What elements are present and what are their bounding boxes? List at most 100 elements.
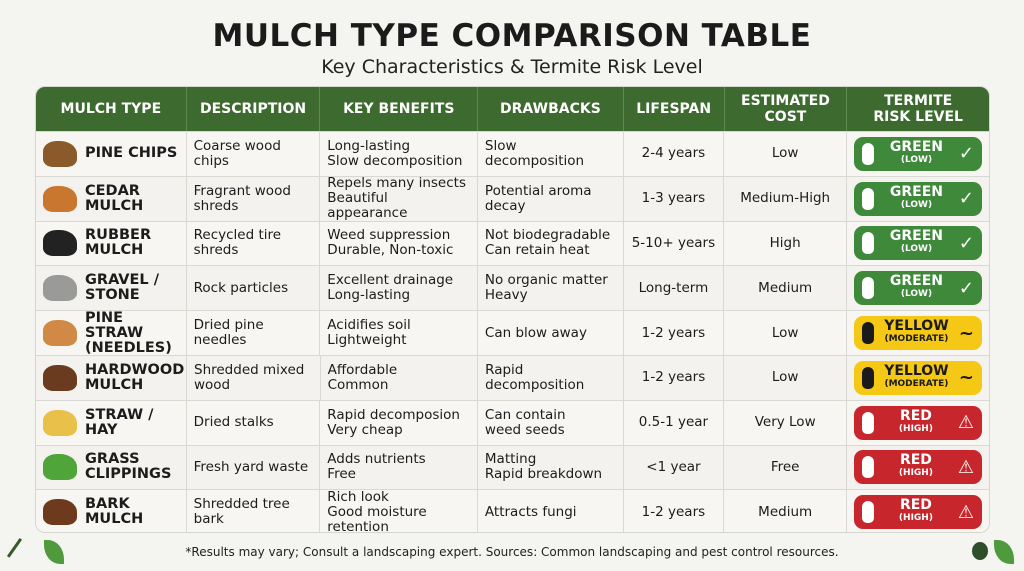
checkmark-icon: ✓	[958, 143, 975, 165]
benefits-cell: Rich look Good moisture retention	[320, 489, 478, 532]
termite-icon	[862, 277, 875, 300]
drawbacks-cell: Potential aroma decay	[478, 176, 624, 221]
description-cell: Fresh yard waste	[187, 445, 321, 490]
mulch-type: PINE CHIPS	[85, 145, 178, 162]
risk-label: RED (HIGH)	[899, 452, 933, 480]
description-cell: Rock particles	[187, 266, 321, 311]
description-cell: Recycled tire shreds	[187, 221, 321, 266]
termite-icon	[862, 501, 875, 524]
risk-sublabel: (HIGH)	[898, 513, 933, 524]
risk-label: GREEN (LOW)	[890, 140, 943, 167]
risk-label: YELLOW (MODERATE)	[884, 364, 949, 391]
risk-badge-red: RED (HIGH) ⚠	[854, 405, 983, 440]
risk-sublabel: (MODERATE)	[884, 334, 949, 345]
benefits-cell: Excellent drainage Long-lasting	[320, 266, 478, 311]
drawbacks-cell: Slow decomposition	[478, 132, 624, 176]
table-row: CEDAR MULCH Fragrant wood shreds Repels …	[36, 176, 989, 221]
termite-icon	[862, 456, 875, 479]
cost-cell: High	[724, 221, 848, 266]
header-estimated-cost: ESTIMATED COST	[725, 87, 848, 131]
mulch-type-cell: RUBBER MULCH	[36, 221, 187, 266]
lifespan-cell: 1-2 years	[624, 311, 725, 355]
hay-bale-icon	[43, 409, 77, 436]
cost-cell: Free	[724, 445, 848, 490]
risk-level: RED	[899, 452, 932, 469]
risk-cell: RED (HIGH) ⚠	[847, 490, 989, 532]
risk-sublabel: (LOW)	[900, 244, 933, 255]
lifespan-cell: <1 year	[624, 445, 725, 490]
cost-cell: Very Low	[724, 400, 848, 445]
risk-badge-green: GREEN (LOW) ✓	[854, 136, 983, 171]
termite-icon	[862, 232, 875, 255]
drawbacks-cell: Matting Rapid breakdown	[478, 445, 624, 490]
lifespan-cell: 2-4 years	[624, 132, 725, 176]
risk-sublabel: (LOW)	[900, 289, 933, 300]
risk-level: GREEN	[889, 183, 944, 200]
mulch-type-cell: BARK MULCH	[36, 490, 187, 532]
cost-cell: Low	[724, 355, 847, 400]
risk-cell: YELLOW (MODERATE) ~	[847, 311, 989, 355]
risk-badge-green: GREEN (LOW) ✓	[854, 271, 983, 306]
tilde-icon: ~	[958, 367, 974, 389]
risk-sublabel: (MODERATE)	[884, 378, 949, 389]
mulch-type: BARK MULCH	[85, 496, 144, 528]
risk-cell: GREEN (LOW) ✓	[847, 266, 989, 310]
leaf-icon	[994, 540, 1014, 564]
risk-level: GREEN	[889, 228, 944, 245]
mulch-type: GRASS CLIPPINGS	[85, 451, 172, 483]
mulch-type-cell: STRAW / HAY	[36, 400, 187, 445]
risk-cell: YELLOW (MODERATE) ~	[847, 356, 989, 400]
lifespan-cell: Long-term	[624, 266, 725, 311]
tree-icon	[972, 542, 988, 560]
drawbacks-cell: Attracts fungi	[478, 490, 624, 532]
page-subtitle: Key Characteristics & Termite Risk Level	[321, 56, 703, 78]
lifespan-cell: 1-3 years	[624, 176, 725, 221]
drawbacks-cell: Rapid decomposition	[478, 355, 624, 400]
table-header: MULCH TYPE DESCRIPTION KEY BENEFITS DRAW…	[36, 87, 989, 131]
risk-label: GREEN (LOW)	[889, 183, 944, 212]
tilde-icon: ~	[958, 322, 974, 344]
risk-sublabel: (HIGH)	[898, 423, 933, 434]
pine-cone-icon	[43, 140, 77, 167]
description-cell: Shredded mixed wood	[187, 355, 321, 400]
mulch-type: STRAW / HAY	[85, 406, 154, 438]
drawbacks-cell: Not biodegradable Can retain heat	[478, 221, 624, 266]
shovel-icon	[6, 537, 32, 565]
risk-label: RED (HIGH)	[898, 497, 933, 525]
risk-label: GREEN (LOW)	[890, 274, 943, 301]
mulch-type: RUBBER MULCH	[85, 227, 152, 259]
description-cell: Fragrant wood shreds	[187, 176, 321, 221]
risk-badge-yellow: YELLOW (MODERATE) ~	[854, 316, 983, 351]
risk-cell: GREEN (LOW) ✓	[847, 177, 989, 221]
cost-cell: Low	[724, 132, 848, 176]
risk-label: GREEN (LOW)	[889, 228, 944, 256]
cost-cell: Medium	[724, 490, 848, 532]
lifespan-cell: 1-2 years	[624, 355, 725, 400]
header-drawbacks: DRAWBACKS	[478, 87, 624, 131]
pine-straw-icon	[43, 320, 77, 347]
drawbacks-cell: Can blow away	[478, 311, 624, 355]
risk-level: RED	[899, 497, 932, 514]
mulch-type-cell: HARDWOOD MULCH	[36, 355, 187, 400]
termite-icon	[862, 322, 875, 345]
benefits-cell: Affordable Common	[321, 355, 479, 400]
cedar-mulch-icon	[43, 185, 77, 212]
checkmark-icon: ✓	[958, 188, 975, 210]
risk-level: RED	[899, 407, 932, 424]
termite-icon	[862, 411, 875, 434]
risk-cell: RED (HIGH) ⚠	[847, 446, 989, 490]
description-cell: Shredded tree bark	[187, 490, 321, 532]
bark-mulch-icon	[43, 499, 77, 526]
benefits-cell: Long-lasting Slow decomposition	[320, 132, 478, 176]
risk-label: YELLOW (MODERATE)	[884, 319, 949, 346]
mulch-type: HARDWOOD MULCH	[85, 361, 185, 393]
warning-icon: ⚠	[957, 501, 974, 523]
description-cell: Dried pine needles	[187, 311, 321, 355]
table-row: GRASS CLIPPINGS Fresh yard waste Adds nu…	[36, 444, 989, 490]
cost-cell: Low	[724, 311, 848, 355]
table-row: GRAVEL / STONE Rock particles Excellent …	[36, 265, 989, 311]
risk-cell: GREEN (LOW) ✓	[847, 132, 989, 176]
lifespan-cell: 5-10+ years	[624, 221, 725, 266]
mulch-type-cell: PINE STRAW (NEEDLES)	[36, 310, 187, 355]
mulch-type-cell: GRAVEL / STONE	[36, 266, 187, 311]
